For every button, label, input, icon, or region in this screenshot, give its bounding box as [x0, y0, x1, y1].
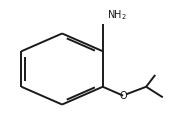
- Text: O: O: [119, 91, 127, 101]
- Text: NH$_2$: NH$_2$: [107, 8, 127, 22]
